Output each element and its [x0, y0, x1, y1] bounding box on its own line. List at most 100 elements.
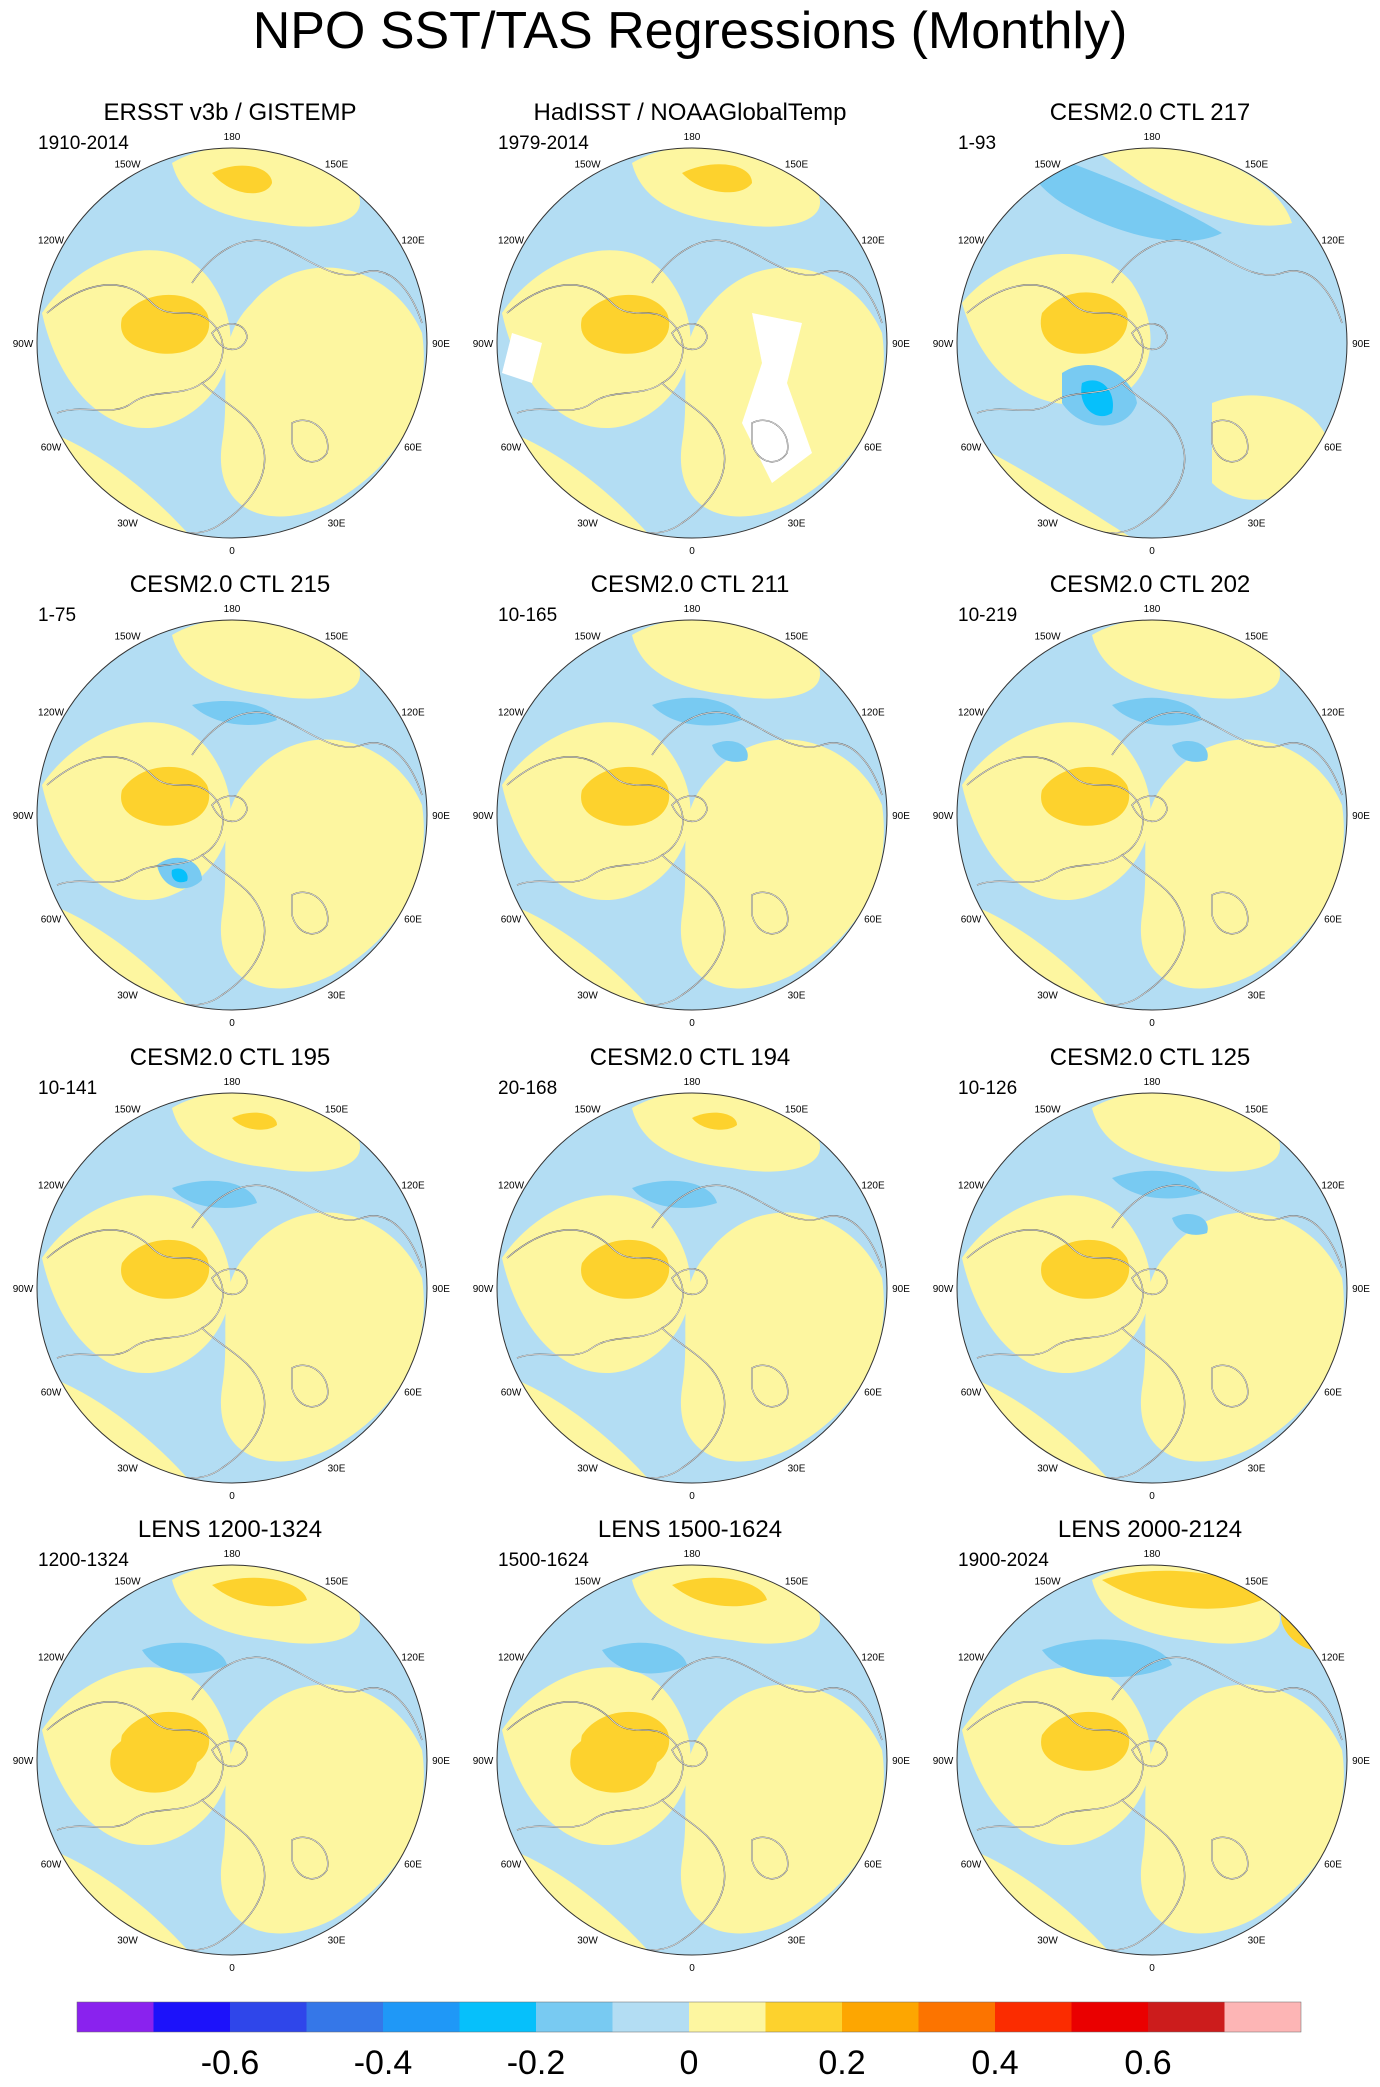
regression-contour	[512, 433, 652, 538]
longitude-label: 120W	[498, 236, 525, 247]
panel-title: CESM2.0 CTL 202	[1049, 571, 1251, 598]
coastline-highlight	[651, 1185, 883, 1269]
map-boundary	[36, 147, 428, 539]
longitude-label: 60E	[864, 443, 882, 454]
map-boundary	[956, 147, 1348, 539]
longitude-label: 150W	[574, 1577, 601, 1588]
colorbar-tick-label: -0.6	[201, 2044, 260, 2082]
map-panel: 180 150E 120E 90E 60E 30E 0 30W 60W 90W 120W 150W ER…	[0, 98, 460, 568]
colorbar-tick-label: -0.4	[354, 2044, 413, 2082]
map-boundary	[496, 1564, 888, 1956]
longitude-label: 90W	[933, 1756, 954, 1767]
colorbar-swatch	[689, 2002, 766, 2032]
longitude-label: 30E	[328, 1463, 346, 1474]
longitude-label: 180	[684, 1077, 701, 1088]
panel-title: HadISST / NOAAGlobalTemp	[533, 99, 847, 126]
polar-map: 180 150E 120E 90E 60E 30E 0 30W 60W 90W 120W 150W	[13, 1549, 451, 1974]
longitude-label: 150E	[1245, 160, 1269, 171]
longitude-label: 30E	[1248, 518, 1266, 529]
longitude-label: 0	[1149, 1018, 1155, 1029]
longitude-label: 30E	[1248, 1463, 1266, 1474]
colorbar-swatch	[918, 2002, 995, 2032]
longitude-label: 30E	[1248, 1935, 1266, 1946]
map-boundary	[496, 619, 888, 1011]
regression-contour	[1112, 697, 1202, 726]
regression-contour	[581, 294, 670, 354]
longitude-label: 150W	[114, 632, 141, 643]
regression-contour	[220, 267, 424, 517]
longitude-label: 90W	[473, 811, 494, 822]
coastline-highlight	[191, 712, 423, 796]
coastline-highlight	[1081, 854, 1185, 1006]
coastline-highlight	[161, 1799, 265, 1951]
panel-year-range: 10-126	[958, 1078, 1018, 1099]
longitude-label: 150W	[1034, 1105, 1061, 1116]
regression-contour	[52, 433, 192, 538]
coastline-highlight	[46, 284, 224, 414]
map-panel: 180 150E 120E 90E 60E 30E 0 30W 60W 90W 120W 150W LE…	[920, 1515, 1380, 1985]
regression-contour	[972, 905, 1112, 1010]
polar-map: 180 150E 120E 90E 60E 30E 0 30W 60W 90W 120W 150W	[933, 132, 1371, 557]
longitude-label: 150E	[1245, 632, 1269, 643]
longitude-label: 180	[224, 1549, 241, 1560]
panel-year-range: 1979-2014	[498, 133, 589, 154]
longitude-label: 180	[224, 604, 241, 615]
map-panel: 180 150E 120E 90E 60E 30E 0 30W 60W 90W 120W 150W LE…	[460, 1515, 920, 1985]
regression-contour	[570, 1727, 658, 1793]
longitude-label: 120W	[498, 1653, 525, 1664]
regression-contour	[121, 294, 210, 354]
regression-contour	[142, 1642, 227, 1674]
coastline-highlight	[191, 240, 423, 324]
panel-title: CESM2.0 CTL 217	[1049, 99, 1251, 126]
longitude-label: 180	[684, 604, 701, 615]
regression-contour	[52, 905, 192, 1010]
longitude-label: 60W	[961, 1388, 982, 1399]
longitude-label: 30W	[117, 518, 138, 529]
map-boundary	[36, 1564, 428, 1956]
regression-contour	[121, 766, 210, 826]
longitude-label: 120E	[1321, 236, 1345, 247]
longitude-label: 0	[1149, 546, 1155, 557]
colorbar: -0.6 -0.4 -0.2 0 0.2 0.4 0.6	[76, 2001, 1302, 2082]
regression-contour	[220, 739, 424, 989]
regression-contour	[581, 766, 670, 826]
panel-title: ERSST v3b / GISTEMP	[103, 99, 357, 126]
map-panel: 180 150E 120E 90E 60E 30E 0 30W 60W 90W 120W 150W CE…	[460, 1043, 920, 1513]
longitude-label: 180	[1144, 1077, 1161, 1088]
colorbar-swatch	[153, 2002, 230, 2032]
longitude-label: 60E	[1324, 443, 1342, 454]
longitude-label: 120E	[1321, 1653, 1345, 1664]
colorbar-swatch	[383, 2002, 460, 2032]
longitude-label: 30E	[1248, 990, 1266, 1001]
panel-title: CESM2.0 CTL 125	[1049, 1044, 1251, 1071]
regression-contour	[512, 905, 652, 1010]
panel-year-range: 1500-1624	[498, 1550, 589, 1571]
coastline-highlight	[621, 1327, 725, 1479]
longitude-label: 150E	[785, 632, 809, 643]
longitude-label: 180	[1144, 1549, 1161, 1560]
colorbar-tick-label: 0.4	[971, 2044, 1018, 2082]
map-panel: 180 150E 120E 90E 60E 30E 0 30W 60W 90W 120W 150W CE…	[920, 1043, 1380, 1513]
map-panel: 180 150E 120E 90E 60E 30E 0 30W 60W 90W 120W 150W CE…	[920, 570, 1380, 1040]
longitude-label: 150W	[1034, 160, 1061, 171]
coastline-highlight	[966, 756, 1144, 886]
panel-year-range: 10-219	[958, 605, 1018, 626]
coastline-highlight	[1111, 1657, 1343, 1741]
longitude-label: 120W	[498, 708, 525, 719]
coastline-highlight	[1111, 240, 1343, 324]
longitude-label: 120W	[958, 236, 985, 247]
longitude-label: 90E	[892, 811, 910, 822]
coastline-highlight	[161, 854, 265, 1006]
longitude-label: 90E	[432, 1756, 450, 1767]
coastline-highlight	[651, 712, 883, 796]
regression-contour	[1140, 739, 1344, 989]
longitude-label: 90E	[432, 811, 450, 822]
panel-year-range: 1-93	[958, 133, 997, 154]
longitude-label: 150E	[325, 1105, 349, 1116]
regression-contour	[602, 1642, 687, 1674]
longitude-label: 30W	[1037, 518, 1058, 529]
longitude-label: 30E	[328, 518, 346, 529]
coastline-highlight	[1081, 1799, 1185, 1951]
longitude-label: 120E	[401, 1181, 425, 1192]
coastline-highlight	[1081, 382, 1185, 534]
